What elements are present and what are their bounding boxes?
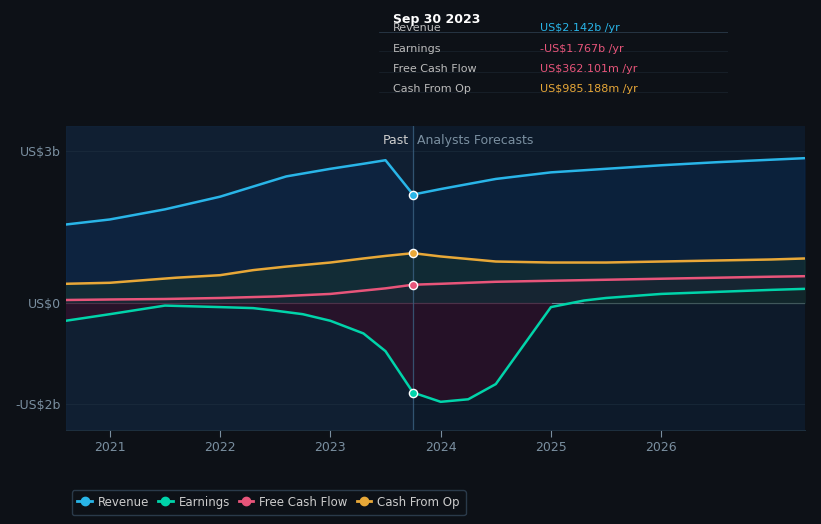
- Point: [406, 190, 420, 199]
- Point: [406, 388, 420, 397]
- Text: Free Cash Flow: Free Cash Flow: [393, 64, 477, 74]
- Text: Past: Past: [383, 134, 409, 147]
- Text: US$985.188m /yr: US$985.188m /yr: [540, 84, 638, 94]
- Text: US$2.142b /yr: US$2.142b /yr: [540, 24, 620, 34]
- Text: Cash From Op: Cash From Op: [393, 84, 471, 94]
- Text: US$362.101m /yr: US$362.101m /yr: [540, 64, 637, 74]
- Bar: [66, 126, 413, 430]
- Point: [406, 249, 420, 257]
- Text: -US$1.767b /yr: -US$1.767b /yr: [540, 43, 623, 53]
- Text: Analysts Forecasts: Analysts Forecasts: [418, 134, 534, 147]
- Text: Sep 30 2023: Sep 30 2023: [393, 13, 480, 26]
- Text: Revenue: Revenue: [393, 24, 442, 34]
- Point: [406, 280, 420, 289]
- Text: Earnings: Earnings: [393, 43, 442, 53]
- Legend: Revenue, Earnings, Free Cash Flow, Cash From Op: Revenue, Earnings, Free Cash Flow, Cash …: [71, 490, 466, 515]
